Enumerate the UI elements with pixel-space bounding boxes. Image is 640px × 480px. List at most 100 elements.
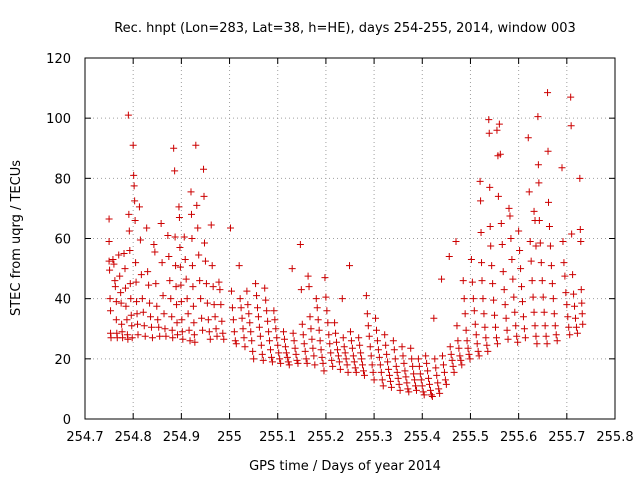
data-point — [432, 364, 440, 372]
data-point — [489, 280, 497, 288]
data-point — [292, 350, 300, 358]
data-point — [511, 308, 519, 316]
data-point — [106, 266, 114, 274]
data-point — [229, 316, 237, 324]
data-point — [323, 307, 331, 315]
data-point — [492, 323, 500, 331]
data-point — [335, 358, 343, 366]
data-point — [231, 337, 239, 345]
data-point — [130, 182, 138, 190]
data-point — [486, 183, 494, 191]
data-point — [544, 147, 552, 155]
data-point — [125, 227, 133, 235]
data-point — [447, 350, 455, 358]
data-point — [138, 295, 146, 303]
data-point — [551, 322, 559, 330]
data-point — [202, 280, 210, 288]
data-point — [516, 247, 524, 255]
data-point — [373, 337, 381, 345]
x-tick-label: 254.8 — [115, 430, 152, 445]
data-point — [168, 313, 176, 321]
data-point — [521, 334, 529, 342]
data-point — [259, 356, 267, 364]
data-point — [576, 174, 584, 182]
data-point — [200, 192, 208, 200]
data-point — [505, 204, 513, 212]
data-point — [183, 295, 191, 303]
plot-area-frame — [84, 57, 616, 420]
data-point — [174, 331, 182, 339]
data-point — [105, 257, 113, 265]
data-point — [185, 326, 193, 334]
data-point — [120, 250, 128, 258]
data-point — [548, 280, 556, 288]
data-point — [282, 349, 290, 357]
data-point — [338, 295, 346, 303]
data-point — [240, 334, 248, 342]
data-point — [423, 359, 431, 367]
data-point — [207, 221, 215, 229]
data-point — [327, 349, 335, 357]
data-point — [448, 356, 456, 364]
data-point — [134, 331, 142, 339]
data-point — [578, 310, 586, 318]
data-point — [164, 231, 172, 239]
data-point — [341, 349, 349, 357]
data-point — [239, 325, 247, 333]
data-point — [316, 337, 324, 345]
y-tick-label: 40 — [54, 293, 71, 308]
data-point — [510, 293, 518, 301]
data-point — [193, 201, 201, 209]
data-point — [128, 322, 136, 330]
data-point — [300, 340, 308, 348]
data-point — [482, 334, 490, 342]
data-point — [303, 359, 311, 367]
data-point — [166, 277, 174, 285]
data-point — [208, 262, 216, 270]
data-point — [258, 350, 266, 358]
data-point — [378, 376, 386, 384]
data-point — [245, 310, 253, 318]
data-point — [418, 382, 426, 390]
data-point — [485, 116, 493, 124]
data-point — [170, 144, 178, 152]
data-point — [275, 349, 283, 357]
data-point — [426, 386, 434, 394]
data-point — [179, 335, 187, 343]
data-point — [392, 362, 400, 370]
data-point — [160, 310, 168, 318]
data-point — [270, 307, 278, 315]
data-point — [118, 320, 126, 328]
data-point — [408, 355, 416, 363]
data-point — [218, 317, 226, 325]
data-point — [334, 352, 342, 360]
data-point — [237, 304, 245, 312]
data-point — [156, 332, 164, 340]
data-point — [457, 356, 465, 364]
data-point — [412, 386, 420, 394]
data-point — [381, 331, 389, 339]
data-point — [398, 343, 406, 351]
data-point — [507, 235, 515, 242]
data-point — [299, 331, 307, 339]
data-point — [439, 361, 447, 369]
data-point — [317, 346, 325, 354]
data-point — [439, 352, 447, 360]
data-point — [135, 203, 143, 211]
data-point — [360, 371, 368, 379]
data-point — [513, 332, 521, 340]
data-point — [484, 347, 492, 355]
data-point — [253, 292, 261, 300]
data-point — [272, 325, 280, 333]
data-point — [247, 328, 255, 336]
data-point — [147, 313, 155, 321]
data-point — [405, 388, 413, 396]
data-point — [285, 361, 293, 369]
data-point — [203, 299, 211, 307]
data-point — [246, 319, 254, 327]
data-point — [294, 359, 302, 367]
data-point — [564, 313, 572, 321]
data-point — [549, 295, 557, 303]
data-point — [473, 340, 481, 348]
